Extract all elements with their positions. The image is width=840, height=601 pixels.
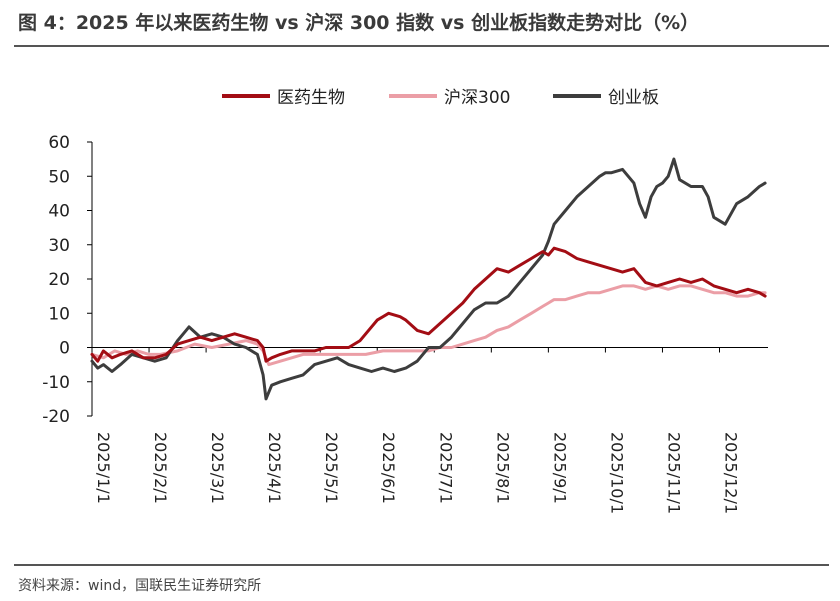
legend-label-2: 沪深300	[444, 88, 510, 108]
legend: 医药生物 沪深300 创业板	[222, 88, 659, 108]
y-tick-label: 50	[48, 167, 70, 187]
y-tick-label: -20	[42, 407, 70, 427]
series-line-2	[90, 284, 767, 367]
series-line-3	[90, 157, 767, 401]
x-tick-label: 2025/9/1	[550, 432, 569, 504]
y-tick-label: 20	[48, 270, 70, 290]
y-tick-label: 30	[48, 236, 70, 256]
series-line-1	[90, 246, 767, 363]
x-tick-label: 2025/2/1	[151, 432, 170, 504]
legend-label-3: 创业板	[608, 88, 659, 108]
y-tick-label: 40	[48, 202, 70, 222]
y-axis: -20 -10 0 10 20 30 40 50 60	[42, 133, 93, 427]
legend-item-2: 沪深300	[389, 88, 510, 108]
legend-item-1: 医药生物	[222, 88, 345, 108]
source-note: 资料来源：wind，国联民生证券研究所	[18, 578, 262, 594]
y-tick-label: 10	[48, 304, 70, 324]
x-tick-label: 2025/3/1	[208, 432, 227, 504]
x-tick-label: 2025/1/1	[94, 432, 113, 504]
x-axis: 2025/1/1 2025/2/1 2025/3/1 2025/4/1 2025/5/1…	[91, 347, 768, 514]
series-layer	[90, 157, 767, 401]
x-tick-label: 2025/12/1	[722, 432, 741, 514]
x-tick-label: 2025/4/1	[265, 432, 284, 504]
y-tick-label: 0	[59, 339, 70, 359]
x-tick-label: 2025/6/1	[379, 432, 398, 504]
y-tick-label: 60	[48, 133, 70, 153]
x-tick-label: 2025/8/1	[493, 432, 512, 504]
y-tick-label: -10	[42, 373, 70, 393]
x-tick-label: 2025/5/1	[322, 432, 341, 504]
bottom-rule	[14, 564, 829, 566]
chart-title: 图 4：2025 年以来医药生物 vs 沪深 300 指数 vs 创业板指数走势…	[18, 12, 700, 34]
top-rule	[14, 45, 829, 47]
x-tick-label: 2025/7/1	[436, 432, 455, 504]
legend-item-3: 创业板	[553, 88, 659, 108]
x-tick-label: 2025/10/1	[607, 432, 626, 514]
x-tick-label: 2025/11/1	[664, 432, 683, 514]
legend-label-1: 医药生物	[277, 88, 345, 108]
